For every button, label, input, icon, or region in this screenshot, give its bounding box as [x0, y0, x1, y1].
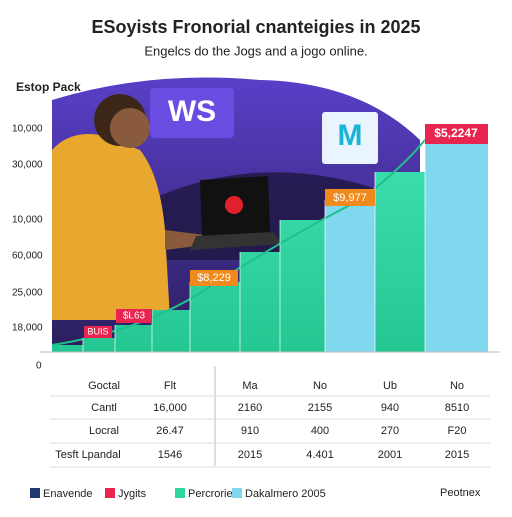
table-cell: 2015	[445, 449, 469, 461]
table-cell: No	[313, 380, 327, 392]
table-cell: 2155	[308, 402, 332, 414]
callout: $9,977	[333, 192, 367, 204]
table-cell: 400	[311, 425, 329, 437]
legend-label: Enavende	[43, 488, 93, 500]
table-cell: Cantl	[91, 402, 117, 414]
table-cell: 1546	[158, 449, 182, 461]
sign-m: M	[338, 119, 363, 152]
table-cell: Locral	[89, 425, 119, 437]
legend-label: Jygits	[118, 488, 147, 500]
table-cell: 8510	[445, 402, 469, 414]
table-cell: 16,000	[153, 402, 187, 414]
y-label: 25,000	[12, 288, 43, 299]
callout: $8,229	[197, 272, 231, 284]
table-cell: F20	[448, 425, 467, 437]
callout: $L63	[123, 311, 146, 322]
title: ESoyists Fronorial cnanteigies in 2025	[91, 17, 420, 37]
callout: BUIS	[87, 326, 108, 336]
table-cell: Ub	[383, 380, 397, 392]
table-cell: 2160	[238, 402, 262, 414]
footer: Peotnex	[440, 487, 481, 499]
y-label: 30,000	[12, 160, 43, 171]
subtitle: Engelcs do the Jogs and a jogo online.	[144, 43, 367, 58]
legend-label: Percrories	[188, 488, 239, 500]
table-cell: 910	[241, 425, 259, 437]
table-cell: Goctal	[88, 380, 120, 392]
y-label: 60,000	[12, 251, 43, 262]
y-label: 10,000	[12, 124, 43, 135]
table-cell: 2015	[238, 449, 262, 461]
legend-swatch	[30, 488, 40, 498]
legend: Enavende Jygits Percrories Dakalmero 2005	[30, 488, 326, 500]
area	[40, 127, 500, 353]
sign-ws: WS	[168, 95, 216, 128]
callout: $5,2247	[434, 126, 478, 140]
y-label: 18,000	[12, 323, 43, 334]
y-label: 0	[36, 361, 42, 372]
table: Goctal Flt Ma No Ub No Cantl 16,000 2160 2155 940 8…	[50, 366, 490, 468]
section-label: Estop Pack	[16, 80, 81, 94]
table-cell: Tesft Lpandal	[55, 449, 120, 461]
table-cell: 4.401	[306, 449, 334, 461]
legend-swatch	[232, 488, 242, 498]
table-cell: 270	[381, 425, 399, 437]
y-labels: 10,000 30,000 10,000 60,000 25,000 18,000 0	[12, 124, 43, 372]
legend-label: Dakalmero 2005	[245, 488, 326, 500]
illustration: WS M	[52, 77, 420, 352]
table-cell: 2001	[378, 449, 402, 461]
y-label: 10,000	[12, 215, 43, 226]
table-cell: 940	[381, 402, 399, 414]
callouts: BUIS $L63 $8,229 $9,977 $5,2247	[84, 124, 488, 338]
table-cell: Flt	[164, 380, 176, 392]
legend-swatch	[105, 488, 115, 498]
legend-swatch	[175, 488, 185, 498]
table-cell: 26.47	[156, 425, 184, 437]
table-cell: Ma	[242, 380, 258, 392]
table-cell: No	[450, 380, 464, 392]
